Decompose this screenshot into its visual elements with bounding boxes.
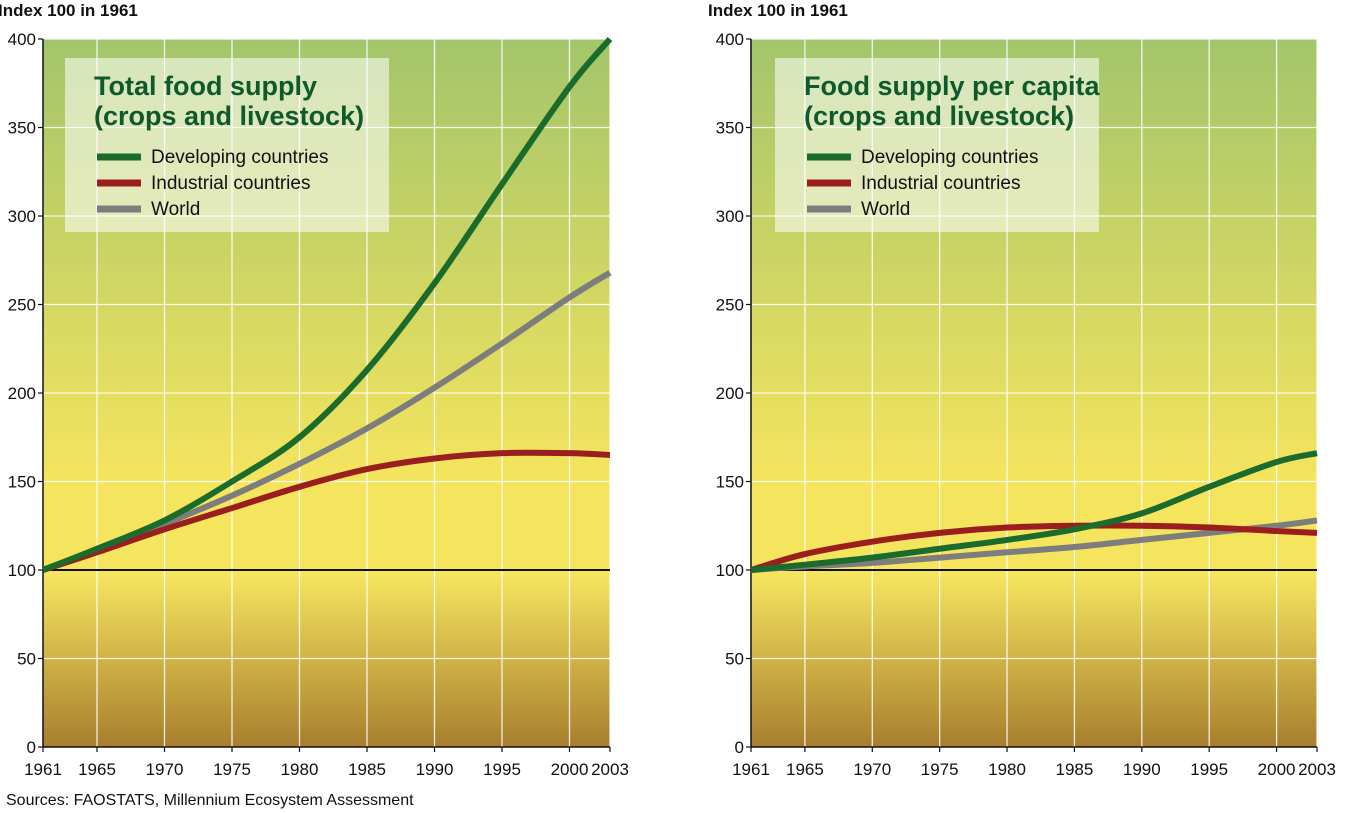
legend-label: World [151, 199, 200, 220]
x-tick-label: 1970 [146, 760, 184, 779]
y-tick-label: 400 [8, 30, 36, 49]
y-axis-title: Index 100 in 1961 [708, 1, 848, 20]
x-tick-label: 1965 [78, 760, 116, 779]
series-line-industrial [42, 449, 611, 573]
source-note: Sources: FAOSTATS, Millennium Ecosystem … [6, 792, 414, 809]
y-tick-label: 250 [716, 296, 744, 315]
x-tick-label: 1965 [786, 760, 824, 779]
y-tick-label: 50 [725, 650, 744, 669]
x-tick-label: 1975 [921, 760, 959, 779]
x-tick-label: 1980 [988, 760, 1026, 779]
x-tick-label: 2000 [551, 760, 589, 779]
y-tick-label: 250 [8, 296, 36, 315]
y-tick-label: 150 [8, 473, 36, 492]
legend-label: Industrial countries [861, 173, 1020, 194]
chart-title-line: (crops and livestock) [94, 101, 364, 131]
y-tick-label: 200 [716, 384, 744, 403]
y-tick-label: 100 [716, 561, 744, 580]
legend-label: Industrial countries [151, 173, 310, 194]
x-tick-label: 1970 [853, 760, 891, 779]
y-tick-label: 100 [8, 561, 36, 580]
y-tick-label: 300 [716, 207, 744, 226]
y-tick-label: 200 [8, 384, 36, 403]
chart-title-line: (crops and livestock) [804, 101, 1074, 131]
legend-label: World [861, 199, 910, 220]
chart-title-line: Total food supply [94, 71, 317, 101]
chart-title-line: Food supply per capita [804, 71, 1101, 101]
y-tick-label: 50 [17, 650, 36, 669]
y-tick-label: 350 [716, 119, 744, 138]
x-tick-label: 1995 [1190, 760, 1228, 779]
legend: Food supply per capita(crops and livesto… [775, 58, 1101, 232]
legend-label: Developing countries [861, 147, 1038, 168]
series-line-developing [750, 450, 1318, 573]
x-tick-label: 2003 [591, 760, 629, 779]
x-tick-label: 2000 [1258, 760, 1296, 779]
legend-box [775, 58, 1099, 232]
x-tick-label: 1975 [213, 760, 251, 779]
x-tick-label: 1985 [1056, 760, 1094, 779]
chart-1: 0 50 100 150 200 250 300 350 400 1961 1965 1970 1975… [0, 1, 629, 779]
x-tick-label: 1995 [483, 760, 521, 779]
y-tick-label: 350 [8, 119, 36, 138]
series-line-industrial [750, 522, 1318, 573]
x-tick-label: 1961 [732, 760, 770, 779]
y-tick-label: 400 [716, 30, 744, 49]
y-tick-label: 0 [27, 738, 36, 757]
x-tick-label: 1990 [1123, 760, 1161, 779]
y-axis-title: Index 100 in 1961 [0, 1, 138, 20]
legend-label: Developing countries [151, 147, 328, 168]
legend-box [65, 58, 389, 232]
y-tick-label: 150 [716, 473, 744, 492]
y-tick-label: 0 [735, 738, 744, 757]
chart-2: 0 50 100 150 200 250 300 350 400 1961 1965 1970 1975… [708, 1, 1336, 779]
series-line-developing [41, 37, 613, 573]
x-tick-label: 1990 [416, 760, 454, 779]
x-tick-label: 1980 [281, 760, 319, 779]
x-tick-label: 1985 [348, 760, 386, 779]
x-tick-label: 2003 [1298, 760, 1336, 779]
x-tick-label: 1961 [24, 760, 62, 779]
legend: Total food supply(crops and livestock) De… [65, 58, 389, 232]
y-tick-label: 300 [8, 207, 36, 226]
